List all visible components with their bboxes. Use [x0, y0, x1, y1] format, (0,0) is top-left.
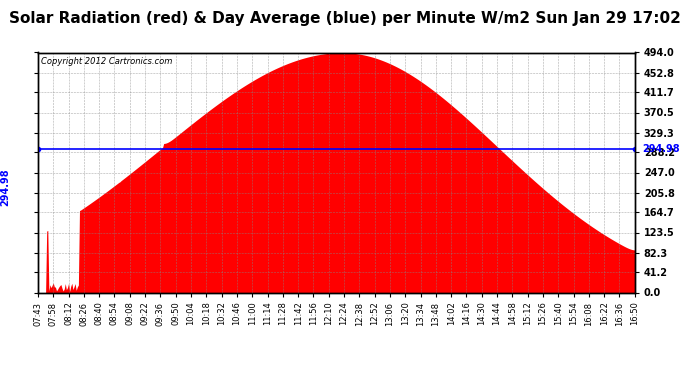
- Text: 294.98: 294.98: [642, 144, 680, 154]
- Text: Solar Radiation (red) & Day Average (blue) per Minute W/m2 Sun Jan 29 17:02: Solar Radiation (red) & Day Average (blu…: [9, 11, 681, 26]
- Text: 294.98: 294.98: [1, 169, 10, 206]
- Text: Copyright 2012 Cartronics.com: Copyright 2012 Cartronics.com: [41, 57, 172, 66]
